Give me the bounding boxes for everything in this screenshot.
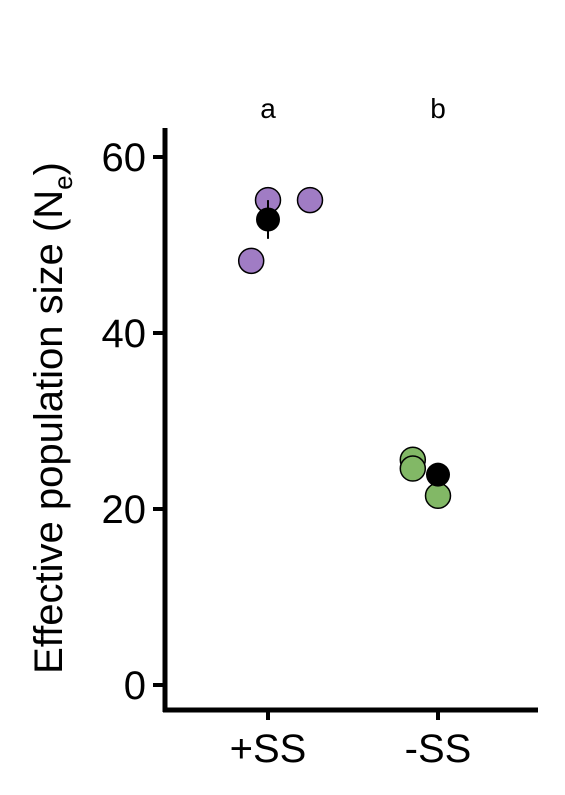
y-tick-label: 40 (102, 312, 147, 356)
x-tick-label: -SS (405, 727, 472, 771)
chart-marks (237, 186, 452, 510)
y-ticks: 0 20 40 60 (102, 136, 165, 708)
y-axis-label-close: ) (27, 162, 71, 175)
y-axis-label-subscript: e (48, 175, 78, 189)
significance-letter: b (430, 93, 446, 124)
x-tick-label: +SS (230, 727, 307, 771)
y-tick-label: 0 (124, 664, 146, 708)
data-point (424, 482, 452, 510)
significance-letter: a (260, 93, 276, 124)
y-tick-label: 20 (102, 488, 147, 532)
mean-point (426, 462, 450, 487)
x-tick-labels: +SS -SS (230, 710, 472, 771)
data-point (296, 186, 324, 214)
data-point (399, 455, 427, 482)
y-axis-label-main: Effective population size (N (27, 190, 71, 674)
mean-point (256, 207, 280, 232)
data-point (237, 247, 265, 275)
y-axis-label: Effective population size (Ne) (27, 162, 78, 674)
y-tick-label: 60 (102, 136, 147, 180)
